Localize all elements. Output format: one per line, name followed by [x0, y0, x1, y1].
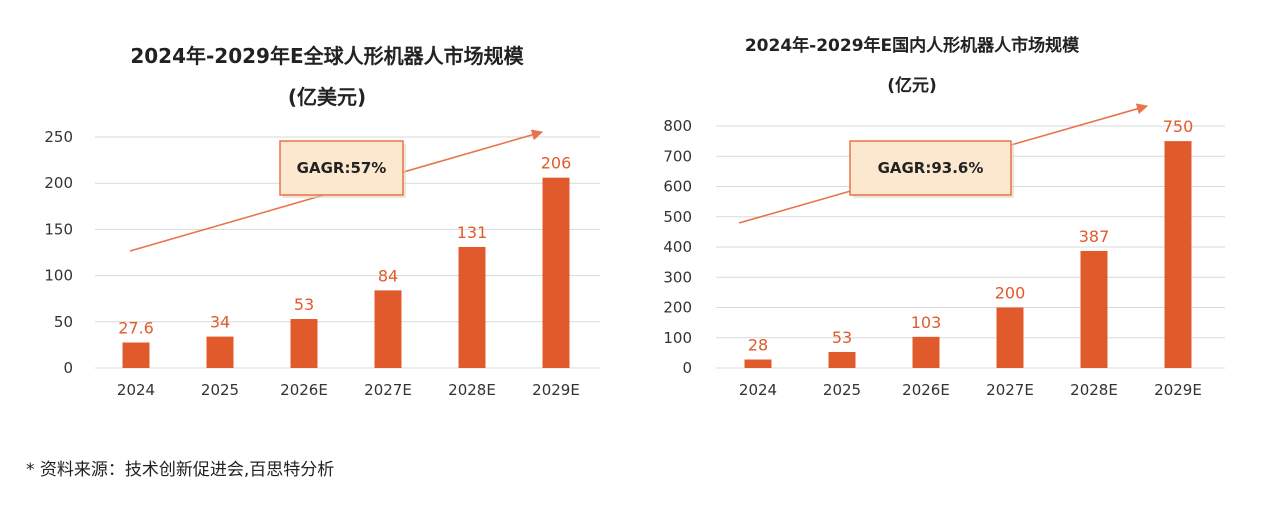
- x-category-label: 2029E: [532, 381, 580, 399]
- data-label: 200: [995, 284, 1026, 303]
- domestic-market-chart: GAGR:93.6% 0 100 200 300 400 500 600 700 800 28 20…: [640, 0, 1280, 440]
- x-category-label: 2028E: [448, 381, 496, 399]
- data-label: 387: [1079, 227, 1110, 246]
- bar: [1164, 141, 1192, 368]
- y-tick-label: 0: [63, 359, 73, 377]
- y-tick-label: 600: [663, 178, 692, 196]
- data-label: 28: [748, 336, 768, 355]
- bar: [996, 307, 1024, 368]
- data-label: 27.6: [118, 318, 154, 337]
- y-tick-label: 0: [682, 359, 692, 377]
- bar: [458, 246, 486, 368]
- data-label: 750: [1163, 117, 1194, 136]
- data-label: 206: [541, 154, 572, 173]
- bar: [828, 351, 856, 368]
- x-category-label: 2024: [117, 381, 155, 399]
- y-tick-label: 250: [44, 128, 73, 146]
- cagr-callout-text: GAGR:57%: [297, 159, 387, 177]
- cagr-callout-box: [849, 140, 1012, 196]
- chart-title: 2024年-2029年E全球人形机器人市场规模: [130, 44, 524, 68]
- chart-subtitle: (亿元): [887, 75, 937, 96]
- x-category-label: 2025: [823, 381, 861, 399]
- data-label: 34: [210, 313, 230, 332]
- y-tick-label: 100: [44, 267, 73, 285]
- data-label: 53: [832, 328, 852, 347]
- y-tick-label: 50: [54, 313, 73, 331]
- bar: [374, 290, 402, 368]
- x-category-label: 2024: [739, 381, 777, 399]
- y-tick-label: 300: [663, 268, 692, 286]
- bar: [542, 177, 570, 368]
- data-label: 53: [294, 295, 314, 314]
- chart-subtitle: (亿美元): [288, 85, 366, 109]
- x-category-label: 2026E: [280, 381, 328, 399]
- chart-title: 2024年-2029年E国内人形机器人市场规模: [745, 35, 1080, 56]
- x-category-label: 2026E: [902, 381, 950, 399]
- y-tick-label: 500: [663, 208, 692, 226]
- x-category-label: 2025: [201, 381, 239, 399]
- y-tick-label: 200: [663, 299, 692, 317]
- data-label: 131: [457, 223, 488, 242]
- y-tick-label: 200: [44, 174, 73, 192]
- bar: [744, 359, 772, 368]
- cagr-callout-box: [279, 140, 404, 196]
- bar: [122, 342, 150, 368]
- x-category-label: 2027E: [986, 381, 1034, 399]
- x-category-label: 2028E: [1070, 381, 1118, 399]
- y-tick-label: 400: [663, 238, 692, 256]
- bar: [912, 336, 940, 368]
- cagr-callout-text: GAGR:93.6%: [878, 159, 984, 177]
- y-tick-label: 800: [663, 117, 692, 135]
- bar: [1080, 250, 1108, 368]
- y-tick-label: 700: [663, 147, 692, 165]
- y-tick-label: 150: [44, 220, 73, 238]
- y-tick-label: 100: [663, 329, 692, 347]
- domestic-market-chart-svg: GAGR:93.6% 0 100 200 300 400 500 600 700 800 28 20…: [663, 35, 1225, 399]
- bar: [290, 319, 318, 368]
- global-market-chart: GAGR:57% 0 50 100 150 200 250 27.6 2024 34 2025 53…: [0, 0, 640, 440]
- global-market-chart-svg: GAGR:57% 0 50 100 150 200 250 27.6 2024 34 2025 53…: [44, 44, 600, 399]
- bar: [206, 336, 234, 368]
- data-label: 103: [911, 313, 942, 332]
- data-label: 84: [378, 266, 398, 285]
- x-category-label: 2029E: [1154, 381, 1202, 399]
- source-footnote: * 资料来源：技术创新促进会,百思特分析: [26, 460, 335, 480]
- x-category-label: 2027E: [364, 381, 412, 399]
